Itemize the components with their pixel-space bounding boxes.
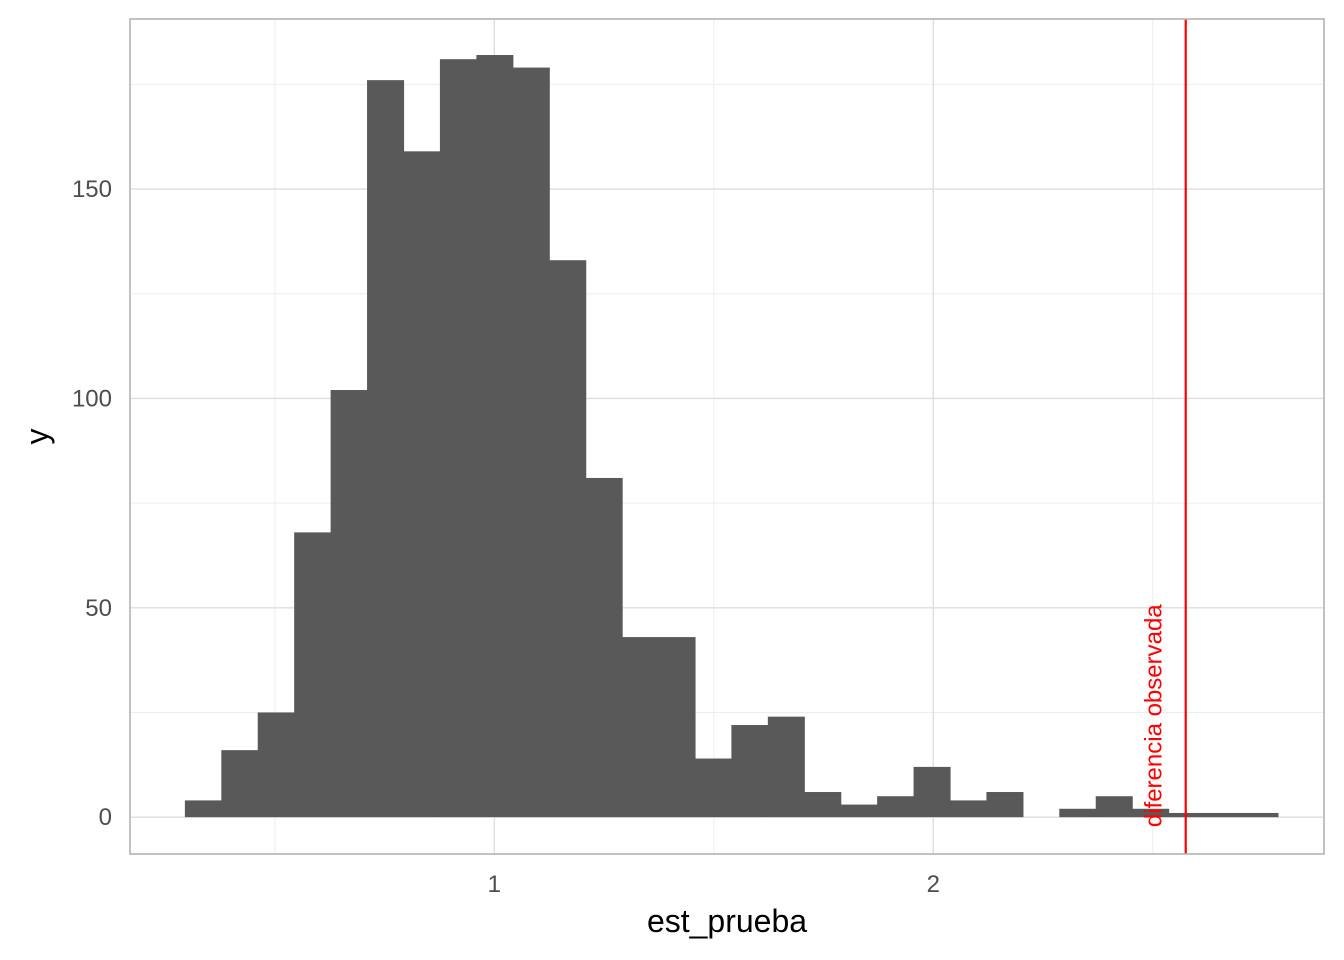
histogram-bar — [512, 67, 550, 818]
histogram-bar — [658, 637, 696, 818]
y-axis-tick-labels: 0 50 100 150 — [72, 176, 112, 831]
y-tick-label: 0 — [99, 804, 112, 831]
histogram-bar — [877, 796, 915, 818]
histogram-bar — [549, 260, 587, 818]
histogram-bar — [1059, 808, 1097, 818]
histogram-bar — [1168, 812, 1206, 818]
histogram-bar — [804, 792, 842, 818]
histogram-bar — [1132, 808, 1170, 818]
histogram-bar — [767, 716, 805, 818]
histogram-bar — [622, 637, 660, 818]
histogram-bars — [184, 55, 1279, 818]
histogram-bar — [476, 55, 514, 818]
x-axis-title: est_prueba — [647, 903, 807, 939]
y-tick-label: 100 — [72, 385, 112, 412]
histogram-bar — [221, 750, 259, 818]
x-tick-label: 1 — [488, 871, 501, 898]
histogram-bar — [367, 80, 405, 818]
histogram-bar — [257, 712, 295, 818]
histogram-bar — [1205, 812, 1243, 818]
histogram-bar — [403, 151, 441, 818]
y-tick-label: 50 — [85, 595, 112, 622]
panel-border — [129, 18, 1325, 855]
histogram-bar — [949, 800, 988, 818]
histogram-bar — [330, 390, 368, 818]
histogram-bar — [585, 477, 623, 818]
histogram-bar — [1095, 796, 1133, 818]
observed-difference-label: diferencia observada — [1141, 604, 1168, 827]
y-axis-title: y — [19, 429, 55, 445]
histogram-bar — [986, 792, 1024, 818]
histogram-bar — [840, 804, 878, 818]
histogram-bar — [294, 532, 332, 818]
histogram-bar — [731, 725, 769, 818]
histogram-bar — [694, 758, 732, 818]
histogram-bar — [184, 800, 222, 818]
histogram-bar — [1241, 812, 1279, 818]
y-tick-label: 150 — [72, 176, 112, 203]
histogram-bar — [913, 766, 951, 818]
observed-difference-marker: diferencia observada — [1141, 19, 1187, 854]
histogram-bar — [439, 59, 477, 818]
x-tick-label: 2 — [927, 871, 940, 898]
